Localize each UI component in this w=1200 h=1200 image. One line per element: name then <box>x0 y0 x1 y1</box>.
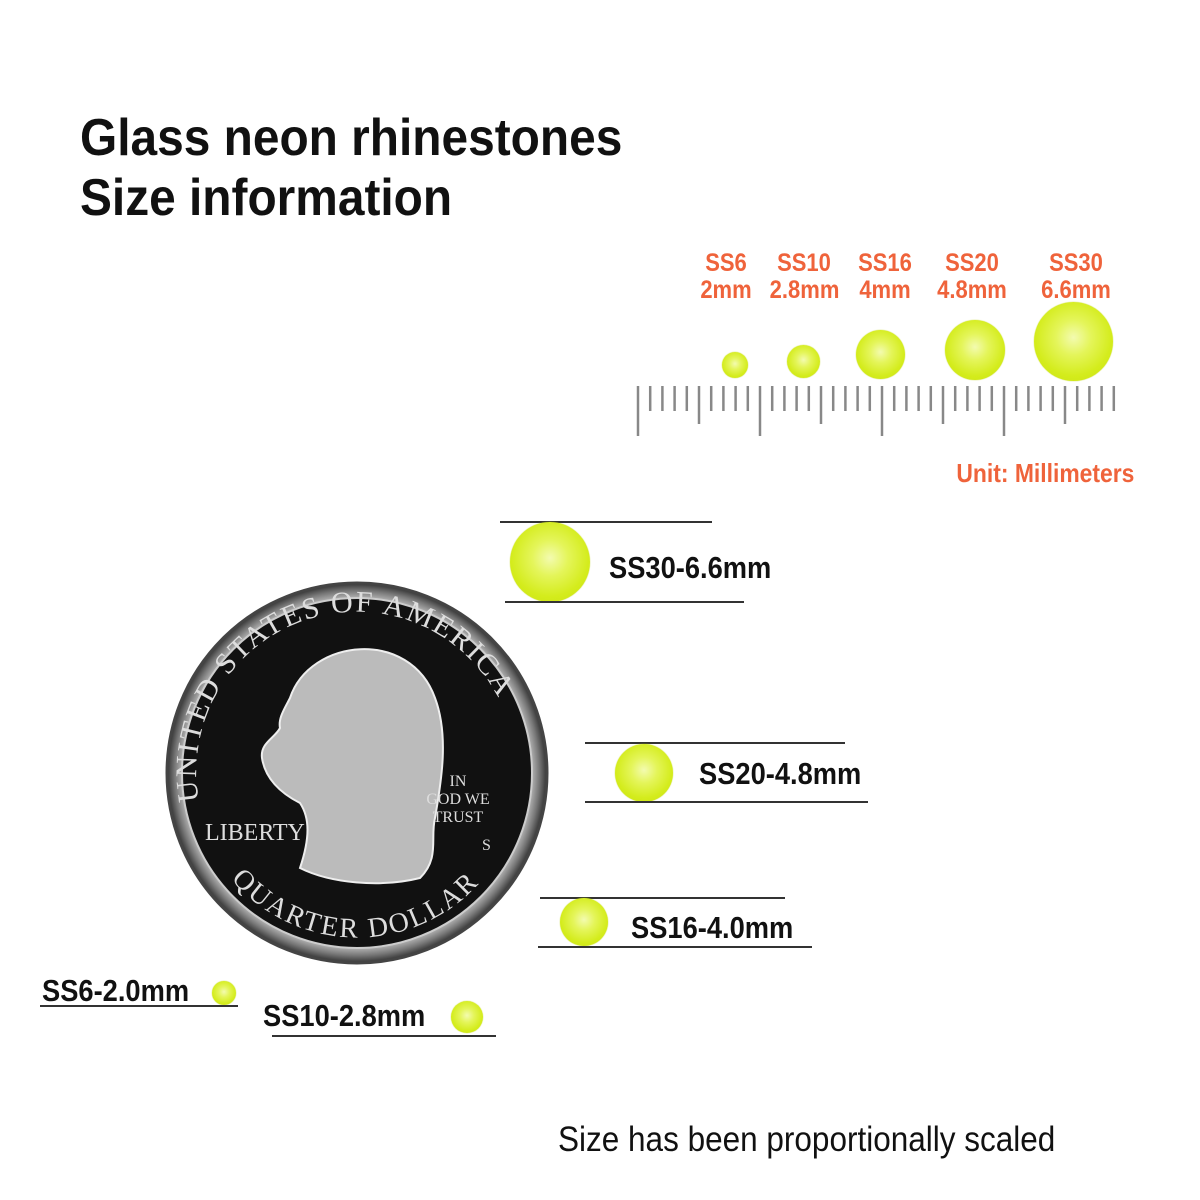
coin-motto-2: GOD WE <box>426 791 489 808</box>
ruler <box>636 386 1116 436</box>
stone-ss10 <box>451 1001 483 1033</box>
stone-ss6 <box>212 981 236 1005</box>
scale-code-ss10: SS10 <box>777 249 831 277</box>
label-ss6: SS6-2.0mm <box>42 973 190 1008</box>
scale-code-ss6: SS6 <box>705 249 747 277</box>
unit-label: Unit: Millimeters <box>956 458 1135 488</box>
scale-stone-ss10 <box>787 345 820 378</box>
divider-line <box>40 1005 238 1007</box>
divider-line <box>585 801 868 803</box>
divider-line <box>585 742 845 744</box>
scale-stone-ss16 <box>856 330 905 379</box>
stone-ss20 <box>615 744 673 802</box>
footer-note: Size has been proportionally scaled <box>558 1120 1056 1159</box>
label-ss10: SS10-2.8mm <box>263 998 426 1033</box>
scale-code-ss20: SS20 <box>945 249 999 277</box>
scale-label-ss30: SS30 6.6mm <box>1041 250 1111 304</box>
scale-stone-ss20 <box>945 320 1005 380</box>
scale-mm-ss10: 2.8mm <box>769 276 840 304</box>
scale-label-ss16: SS16 4mm <box>854 250 916 304</box>
coin-mint-mark: S <box>482 837 491 854</box>
scale-label-ss10: SS10 2.8mm <box>769 249 840 304</box>
stone-ss16 <box>560 898 608 946</box>
scale-code-ss30: SS30 <box>1049 249 1103 277</box>
title-line-1: Glass neon rhinestones <box>80 109 623 167</box>
divider-line <box>272 1035 496 1037</box>
scale-mm-ss30: 6.6mm <box>1041 276 1111 304</box>
label-ss16: SS16-4.0mm <box>631 910 794 945</box>
scale-stone-ss30 <box>1034 302 1113 381</box>
coin-motto-1: IN <box>450 773 467 790</box>
divider-line <box>500 521 712 523</box>
scale-code-ss16: SS16 <box>858 249 912 277</box>
stone-ss30 <box>510 522 590 602</box>
title-line-2: Size information <box>80 169 453 227</box>
scale-label-ss6: SS6 2mm <box>699 250 754 304</box>
scale-mm-ss20: 4.8mm <box>937 276 1007 304</box>
divider-line <box>540 897 785 899</box>
scale-stone-ss6 <box>722 352 748 378</box>
scale-label-ss20: SS20 4.8mm <box>937 250 1007 304</box>
label-ss30: SS30-6.6mm <box>609 550 772 585</box>
coin-motto-3: TRUST <box>433 809 484 826</box>
coin-liberty: LIBERTY <box>205 820 305 846</box>
divider-line <box>538 946 812 948</box>
scale-mm-ss16: 4mm <box>859 276 911 304</box>
scale-mm-ss6: 2mm <box>700 276 752 304</box>
quarter-coin: UNITED STATES OF AMERICA QUARTER DOLLAR … <box>165 581 549 965</box>
divider-line <box>505 601 744 603</box>
label-ss20: SS20-4.8mm <box>699 756 862 791</box>
